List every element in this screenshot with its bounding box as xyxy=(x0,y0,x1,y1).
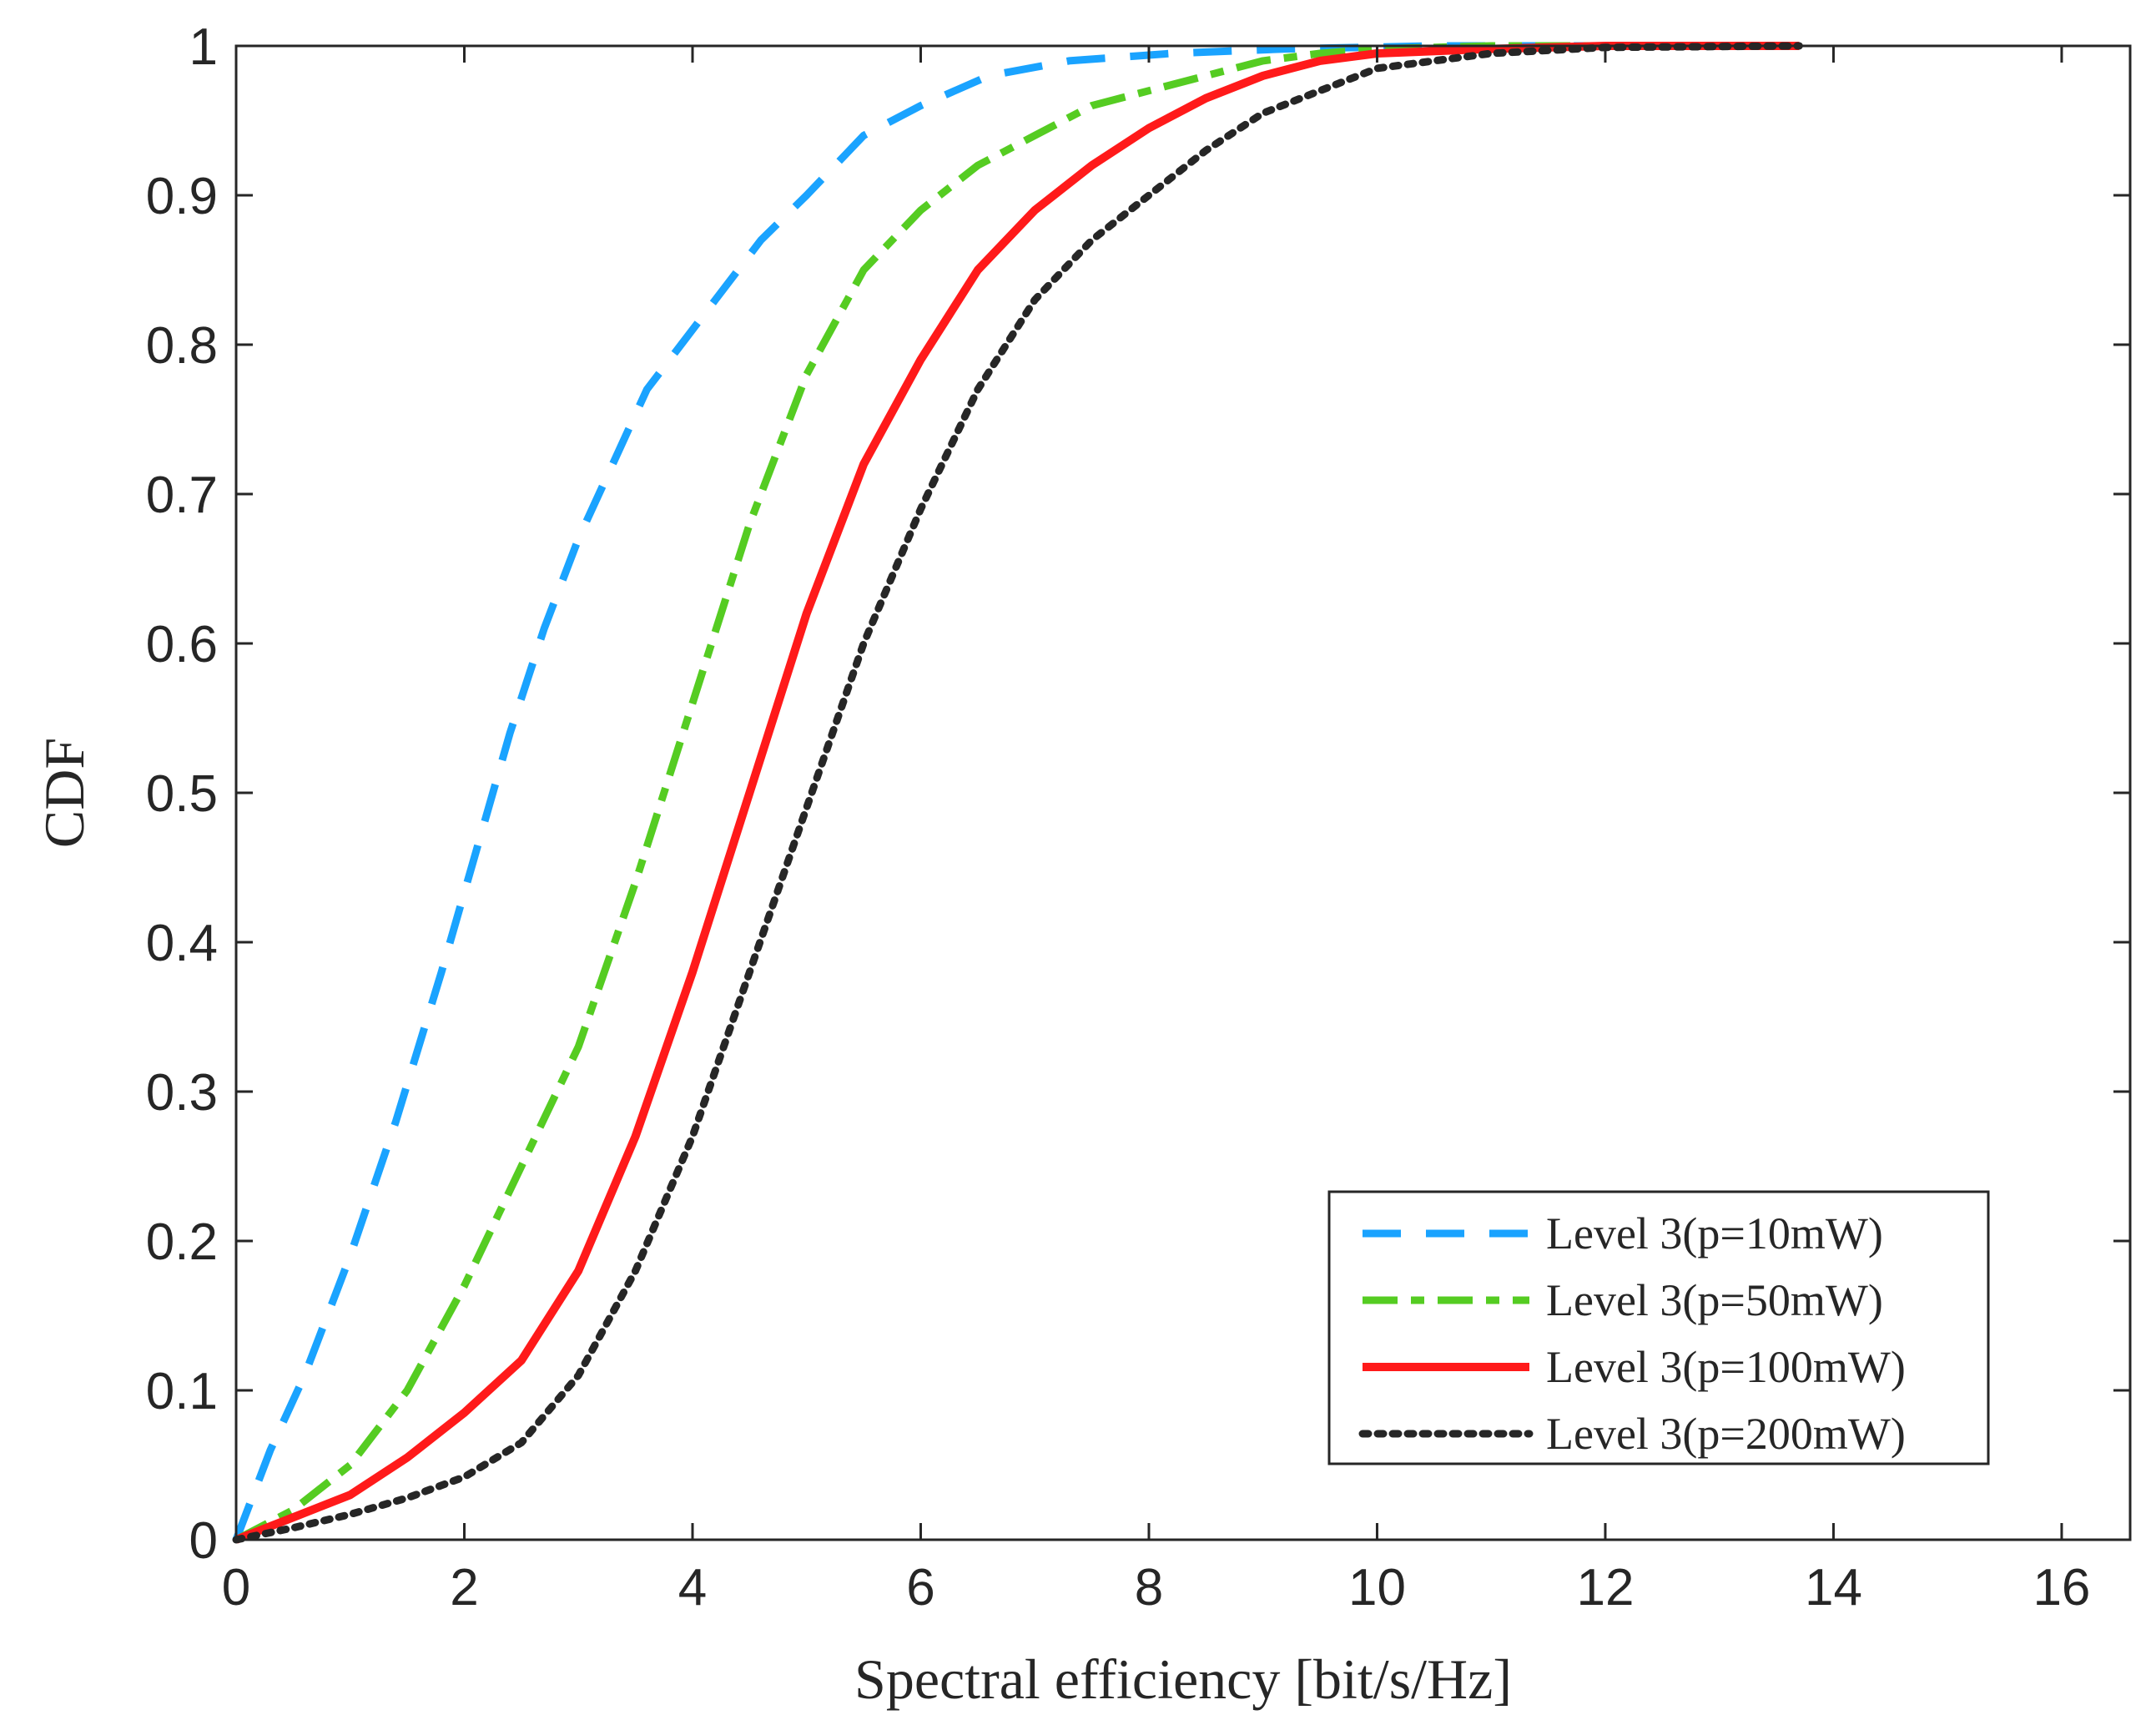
x-axis-title: Spectral efficiency [bit/s/Hz] xyxy=(854,1647,1512,1711)
legend-label-4: Level 3(p=200mW) xyxy=(1546,1409,1906,1459)
y-tick-label: 0 xyxy=(189,1512,218,1570)
y-tick-label: 0.9 xyxy=(146,168,218,225)
series-line-2 xyxy=(234,42,1605,1543)
x-tick-label: 4 xyxy=(678,1559,707,1617)
legend-label-1: Level 3(p=10mW) xyxy=(1546,1208,1883,1258)
y-tick-label: 0.8 xyxy=(146,317,218,375)
x-tick-label: 14 xyxy=(1805,1559,1862,1617)
x-tick-label: 12 xyxy=(1576,1559,1634,1617)
y-tick-label: 0.6 xyxy=(146,616,218,673)
series-line-4 xyxy=(232,42,1803,1544)
x-tick-label: 10 xyxy=(1348,1559,1406,1617)
legend-label-2: Level 3(p=50mW) xyxy=(1546,1275,1883,1325)
y-axis-title: CDF xyxy=(33,738,96,848)
legend-label-3: Level 3(p=100mW) xyxy=(1546,1342,1906,1392)
x-tick-label: 16 xyxy=(2033,1559,2090,1617)
y-tick-label: 0.4 xyxy=(146,915,218,972)
y-tick-label: 0.7 xyxy=(146,467,218,524)
y-tick-label: 0.2 xyxy=(146,1213,218,1271)
y-tick-label: 0.5 xyxy=(146,765,218,823)
x-tick-label: 8 xyxy=(1135,1559,1163,1617)
series-line-3 xyxy=(234,42,1800,1544)
series-layer xyxy=(232,42,1803,1544)
y-tick-label: 1 xyxy=(189,18,218,76)
legend: Level 3(p=10mW) Level 3(p=50mW) Level 3(p=… xyxy=(1327,1190,1990,1465)
x-tick-label: 6 xyxy=(906,1559,934,1617)
x-tick-label: 2 xyxy=(450,1559,478,1617)
ticks-layer: 0 2 4 6 8 10 12 14 16 0 0.1 0.2 0.3 0.4 0.5 0.6 0.7 0.8 0.… xyxy=(146,18,2130,1617)
y-tick-label: 0.1 xyxy=(146,1363,218,1420)
y-tick-label: 0.3 xyxy=(146,1064,218,1122)
series-line-1 xyxy=(232,42,1605,1541)
x-tick-label: 0 xyxy=(222,1559,250,1617)
